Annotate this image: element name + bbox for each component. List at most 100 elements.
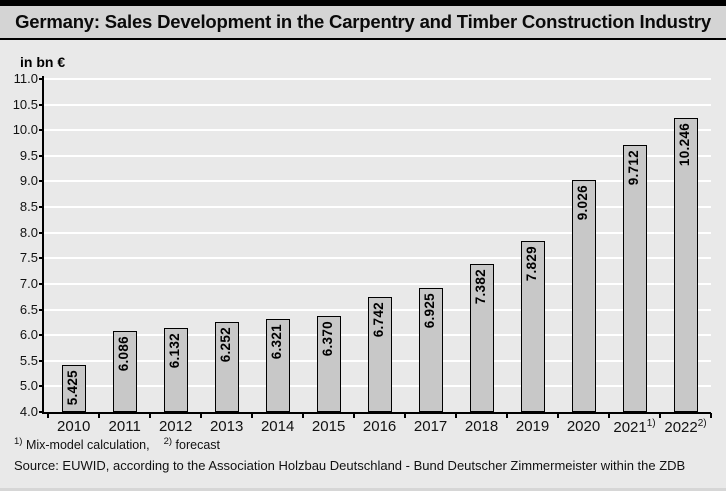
y-tick-label: 7.5 <box>19 250 38 266</box>
bar-2016 <box>367 297 392 412</box>
bar-2014 <box>265 318 290 412</box>
y-tick-label: 9.5 <box>19 147 38 163</box>
y-tick-label: 5.5 <box>19 352 38 368</box>
bar-2021 <box>622 144 647 412</box>
year-superscript: 2) <box>697 418 707 429</box>
y-tick-label: 9.0 <box>19 173 38 189</box>
y-axis-tick <box>39 103 44 106</box>
x-tick-label-2015: 2015 <box>311 418 346 435</box>
y-tick-label: 5.0 <box>19 378 38 394</box>
bar-value-label: 10.246 <box>676 122 692 166</box>
x-tick-label-2018: 2018 <box>464 418 499 435</box>
y-axis-tick <box>39 231 44 234</box>
gridline <box>44 282 711 285</box>
y-axis-unit-label: in bn € <box>20 54 66 70</box>
bar-value-label: 6.370 <box>319 321 335 357</box>
y-axis-tick <box>39 308 44 311</box>
x-tick-label-2017: 2017 <box>413 418 448 435</box>
bar-value-label: 7.382 <box>472 269 488 305</box>
y-axis-tick <box>39 180 44 183</box>
y-tick-label: 8.0 <box>19 224 38 240</box>
bar-2018 <box>469 264 494 412</box>
y-axis-tick <box>39 129 44 132</box>
y-axis-tick <box>39 334 44 337</box>
x-axis-tick <box>608 413 611 418</box>
x-tick-label-2012: 2012 <box>158 418 193 435</box>
x-tick-label-2011: 2011 <box>108 418 141 435</box>
bar-2017 <box>418 287 443 412</box>
x-axis-tick <box>455 413 458 418</box>
bottom-border <box>0 488 726 491</box>
gridline <box>44 103 711 106</box>
x-axis-tick <box>200 413 203 418</box>
x-axis-tick <box>251 413 254 418</box>
y-axis-tick <box>39 206 44 209</box>
title-bar: Germany: Sales Development in the Carpen… <box>0 6 726 40</box>
x-tick-label-2020: 2020 <box>566 418 601 435</box>
bar-value-label: 9.712 <box>625 149 641 186</box>
y-axis-tick <box>39 385 44 388</box>
x-axis-tick <box>659 413 661 418</box>
y-tick-label: 10.0 <box>12 122 38 138</box>
x-axis-tick <box>302 413 305 418</box>
y-tick-label: 10.5 <box>12 96 38 112</box>
y-tick-label: 11.0 <box>13 71 38 86</box>
x-axis-line <box>42 412 711 414</box>
x-tick-label-2010: 2010 <box>57 418 91 435</box>
footnote-sup-1: 1) <box>14 436 23 447</box>
x-tick-label-2016: 2016 <box>362 418 397 435</box>
bar-value-label: 6.252 <box>217 327 233 363</box>
y-tick-label: 7.0 <box>19 275 38 291</box>
bar-value-label: 6.132 <box>166 333 182 369</box>
x-axis-tick <box>710 413 712 418</box>
gridline <box>44 206 711 209</box>
bar-2013 <box>214 322 239 412</box>
gridline <box>44 78 711 80</box>
bar-2020 <box>571 180 596 412</box>
bar-2012 <box>163 328 188 412</box>
year-superscript: 1) <box>646 418 656 429</box>
bar-value-label: 7.829 <box>523 246 539 282</box>
bar-value-label: 5.425 <box>64 369 80 405</box>
bar-value-label: 6.321 <box>268 323 284 359</box>
bar-2019 <box>520 241 545 412</box>
gridline <box>44 257 711 260</box>
y-axis-tick <box>39 411 44 413</box>
y-tick-label: 6.5 <box>19 301 38 317</box>
bar-2011 <box>112 330 137 412</box>
y-tick-label: 8.5 <box>19 199 38 215</box>
x-tick-label-2022: 20222) <box>664 418 707 436</box>
y-axis-tick <box>39 257 44 260</box>
gridline <box>44 129 711 132</box>
bar-value-label: 6.086 <box>115 335 131 372</box>
x-axis-tick <box>404 413 407 418</box>
x-axis-tick <box>506 413 509 418</box>
bar-value-label: 6.742 <box>370 302 386 338</box>
x-axis-tick <box>557 413 560 418</box>
y-axis-line <box>42 76 44 414</box>
footnote-text-2: forecast <box>175 438 221 453</box>
bar-value-label: 9.026 <box>574 185 590 221</box>
bar-value-label: 6.925 <box>421 292 437 329</box>
y-axis-tick <box>39 282 44 285</box>
y-tick-label: 4.0 <box>19 404 38 419</box>
x-tick-label-2014: 2014 <box>260 418 295 435</box>
footnote-sup-2: 2) <box>163 436 173 447</box>
x-axis-tick <box>353 413 356 418</box>
x-tick-label-2019: 2019 <box>515 418 550 435</box>
y-tick-label: 6.0 <box>19 327 38 343</box>
footnote-text-1: Mix-model calculation, <box>25 438 150 453</box>
top-border-bar <box>0 0 726 6</box>
bar-2010 <box>61 364 86 412</box>
gridline <box>44 180 711 183</box>
chart-title: Germany: Sales Development in the Carpen… <box>15 11 711 32</box>
bar-2022 <box>673 117 698 412</box>
bar-2015 <box>316 316 341 412</box>
x-axis-tick <box>98 413 101 418</box>
x-axis-tick <box>149 413 152 418</box>
source-line: Source: EUWID, according to the Associat… <box>14 458 686 473</box>
footnote: 1) Mix-model calculation, 2) forecast <box>14 436 220 452</box>
y-axis-tick <box>39 78 44 80</box>
